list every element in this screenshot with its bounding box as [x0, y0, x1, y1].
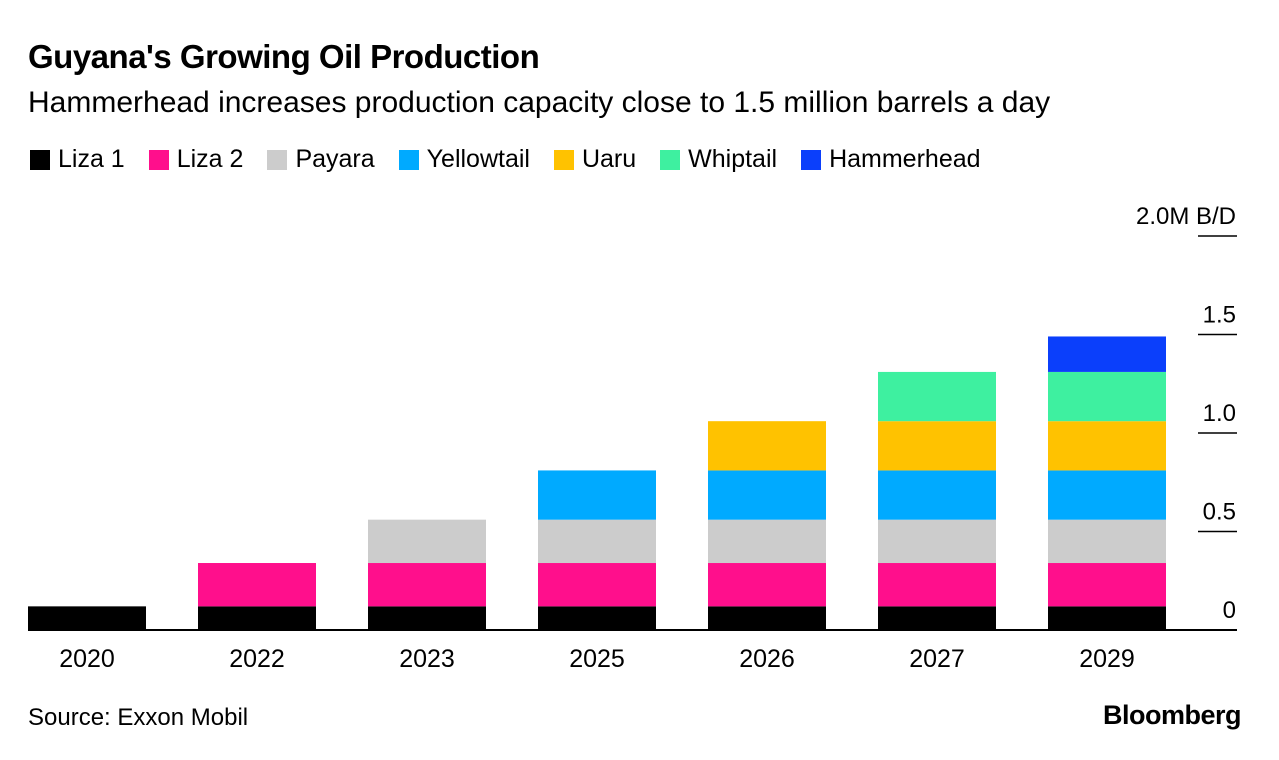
x-tick-label: 2020: [59, 645, 115, 673]
chart-title: Guyana's Growing Oil Production: [28, 38, 540, 75]
legend-swatch: [801, 149, 822, 170]
bar-segment-yellowtail-2025: [538, 470, 656, 520]
legend-item-hammerhead: Hammerhead: [801, 145, 981, 174]
bar-segment-uaru-2027: [878, 421, 996, 471]
y-tick-label: 1.5: [1203, 302, 1236, 329]
legend-label: Whiptail: [688, 145, 778, 173]
bar-segment-liza-1-2026: [708, 606, 826, 630]
bar-segment-liza-2-2023: [368, 563, 486, 607]
bar-segment-liza-1-2023: [368, 606, 486, 630]
legend: Liza 1 Liza 2 Payara Yellowtail Uaru Whiptail…: [30, 145, 1005, 174]
y-tick-label: 0.5: [1203, 499, 1236, 526]
bar-segment-uaru-2026: [708, 421, 826, 471]
bar-segment-liza-2-2029: [1048, 563, 1166, 607]
bar-segment-hammerhead-2029: [1048, 336, 1166, 372]
legend-swatch: [398, 149, 419, 170]
bar-segment-liza-2-2025: [538, 563, 656, 607]
bar-segment-payara-2027: [878, 519, 996, 564]
x-tick-label: 2027: [909, 645, 965, 673]
legend-swatch: [267, 149, 288, 170]
x-tick-label: 2023: [399, 645, 455, 673]
legend-item-uaru: Uaru: [553, 145, 637, 174]
bar-segment-payara-2023: [368, 519, 486, 564]
bar-segment-yellowtail-2026: [708, 470, 826, 520]
legend-swatch: [30, 149, 50, 170]
y-tick-label: 1.0: [1203, 400, 1236, 427]
bloomberg-logo: Bloomberg: [1102, 700, 1242, 730]
legend-label: Hammerhead: [829, 145, 981, 173]
bar-segment-payara-2029: [1048, 519, 1166, 564]
bar-segment-liza-2-2022: [198, 563, 316, 607]
legend-item-liza-2: Liza 2: [148, 145, 244, 174]
x-tick-label: 2026: [739, 645, 795, 673]
bar-segment-liza-1-2027: [878, 606, 996, 630]
bar-segment-liza-1-2025: [538, 606, 656, 630]
bar-segment-liza-1-2020: [28, 606, 146, 630]
legend-label: Yellowtail: [426, 145, 530, 173]
legend-item-liza-1: Liza 1: [30, 145, 125, 174]
legend-label: Uaru: [581, 145, 637, 173]
stacked-bar-chart: 0 0.5 1.0 1.5 2.0M B/D 2020 2022 2023 2025 2026 20…: [28, 203, 1237, 673]
legend-label: Liza 2: [176, 145, 244, 173]
legend-swatch: [660, 149, 681, 170]
bar-segment-liza-1-2029: [1048, 606, 1166, 630]
bar-segment-liza-2-2026: [708, 563, 826, 607]
legend-swatch: [148, 149, 169, 170]
x-tick-label: 2029: [1079, 645, 1135, 673]
x-tick-label: 2022: [229, 645, 285, 673]
bar-segment-liza-1-2022: [198, 606, 316, 630]
y-tick-label: 2.0M B/D: [1136, 203, 1236, 230]
legend-item-yellowtail: Yellowtail: [398, 145, 530, 174]
chart-subtitle: Hammerhead increases production capacity…: [28, 86, 1051, 119]
bar-segment-liza-2-2027: [878, 563, 996, 607]
legend-label: Liza 1: [58, 145, 125, 173]
legend-swatch: [553, 149, 574, 170]
legend-item-whiptail: Whiptail: [660, 145, 777, 174]
x-tick-label: 2025: [569, 645, 625, 673]
bar-segment-whiptail-2029: [1048, 371, 1166, 422]
bar-segment-uaru-2029: [1048, 421, 1166, 471]
bar-segment-payara-2025: [538, 519, 656, 564]
bar-segment-yellowtail-2027: [878, 470, 996, 520]
legend-label: Payara: [295, 145, 375, 173]
bar-segment-payara-2026: [708, 519, 826, 564]
bar-segment-yellowtail-2029: [1048, 470, 1166, 520]
y-tick-label: 0: [1223, 597, 1236, 624]
source-note: Source: Exxon Mobil: [28, 704, 249, 731]
bar-segment-whiptail-2027: [878, 371, 996, 422]
legend-item-payara: Payara: [267, 145, 375, 174]
